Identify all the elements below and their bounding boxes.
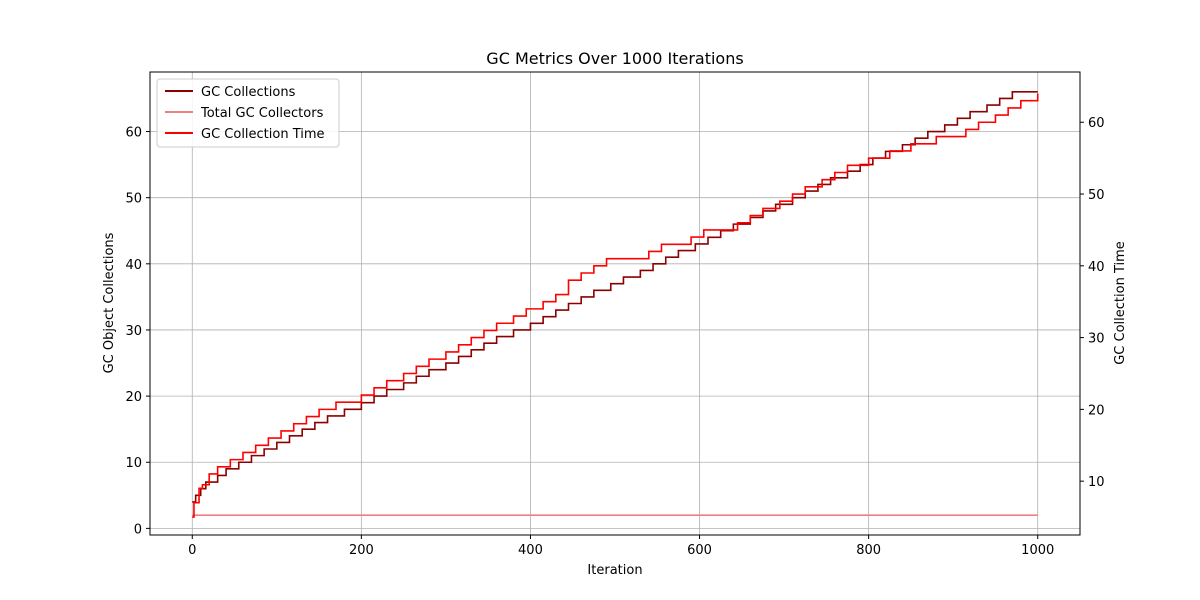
y-left-tick-label: 10 <box>125 456 142 471</box>
y-left-tick-label: 0 <box>134 522 142 537</box>
x-tick-label: 0 <box>188 543 196 558</box>
x-tick-label: 200 <box>349 543 374 558</box>
series-line-gc-collections <box>192 91 1038 503</box>
legend-label-gc-collections: GC Collections <box>201 85 296 100</box>
legend-label-total-gc-collectors: Total GC Collectors <box>200 106 324 121</box>
y-right-tick-label: 30 <box>1088 332 1105 347</box>
legend-box <box>156 78 340 148</box>
y-left-tick-label: 30 <box>125 324 142 339</box>
chart-title: GC Metrics Over 1000 Iterations <box>486 49 743 68</box>
grid-lines <box>150 72 1080 535</box>
x-tick-label: 800 <box>856 543 881 558</box>
x-axis-ticks: 0 200 400 600 800 1000 <box>188 535 1054 558</box>
y-left-tick-label: 40 <box>125 258 142 273</box>
legend-items: GC Collections Total GC Collectors GC Coll… <box>165 85 325 142</box>
series-layer <box>192 91 1039 518</box>
y-right-axis-ticks: 10 20 30 40 50 60 <box>1080 116 1105 490</box>
series-line-gc-collection-time <box>192 93 1039 518</box>
x-tick-label: 600 <box>687 543 712 558</box>
y-left-tick-label: 60 <box>125 126 142 141</box>
y-left-tick-label: 20 <box>125 390 142 405</box>
legend: GC Collections Total GC Collectors GC Coll… <box>156 78 340 148</box>
y-right-tick-label: 40 <box>1088 260 1105 275</box>
y-left-tick-label: 50 <box>125 192 142 207</box>
y-left-axis-ticks: 0 10 20 30 40 50 60 <box>125 126 150 537</box>
x-tick-label: 1000 <box>1021 543 1054 558</box>
y-right-tick-label: 10 <box>1088 475 1105 490</box>
x-tick-label: 400 <box>518 543 543 558</box>
y-right-tick-label: 60 <box>1088 116 1105 131</box>
plot-frame <box>149 71 1081 536</box>
y-right-tick-label: 50 <box>1088 188 1105 203</box>
legend-label-gc-collection-time: GC Collection Time <box>201 127 325 142</box>
y-right-axis-label: GC Collection Time <box>1113 241 1128 365</box>
y-left-axis-label: GC Object Collections <box>102 232 117 373</box>
y-right-tick-label: 20 <box>1088 403 1105 418</box>
x-axis-label: Iteration <box>587 563 642 578</box>
